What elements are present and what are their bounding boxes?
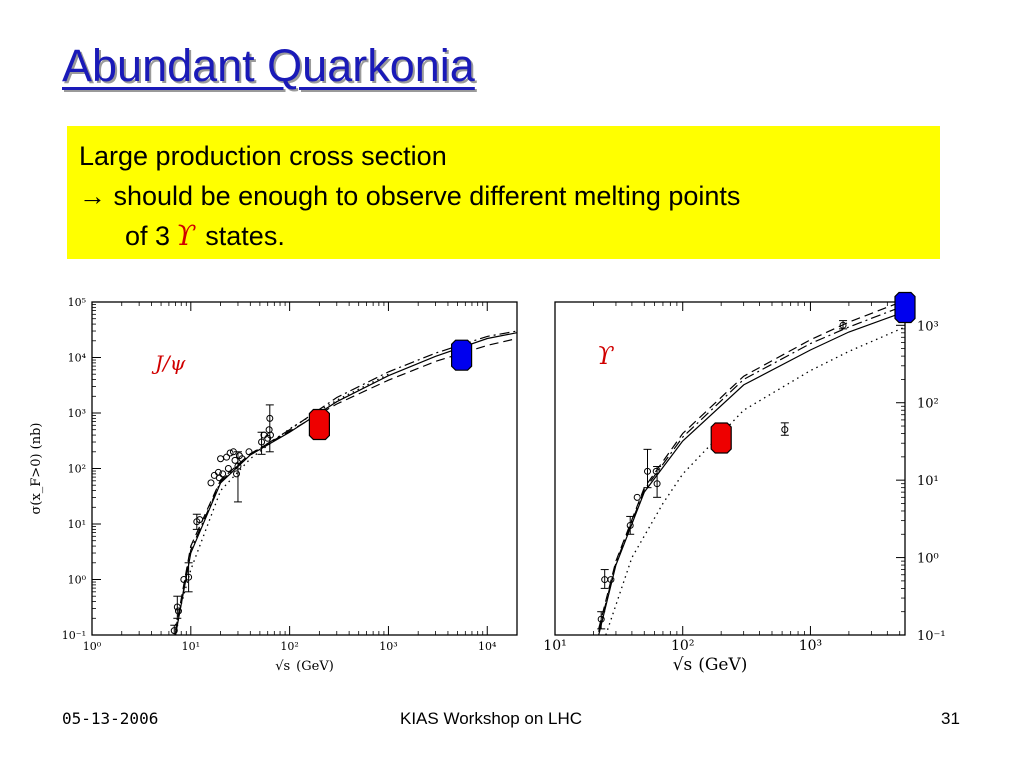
curve-dashdot (598, 304, 905, 632)
data-point (653, 480, 661, 488)
marker-rhic (710, 422, 732, 454)
data-point (223, 453, 231, 461)
x-tick-label: 10¹ (182, 640, 200, 653)
data-point (245, 448, 253, 456)
data-point (231, 456, 239, 464)
x-axis-label: √s (GeV) (673, 655, 748, 675)
y-tick-label: 10³ (68, 407, 86, 420)
data-point (626, 521, 634, 529)
y-tick-label: 10⁻¹ (917, 629, 946, 644)
curve-solid (598, 311, 905, 635)
y-axis-label: σ(x_F>0) (nb) (29, 422, 44, 514)
plot-panel-2: 10⁻¹ 10⁰ 10¹ 10² 10³ 10¹ 10² 10³ √s (GeV) ϒ (543, 291, 946, 675)
data-point (214, 468, 222, 476)
particle-label: J/ψ (151, 351, 186, 375)
data-point (238, 455, 246, 463)
y-tick-label: 10⁵ (68, 296, 86, 309)
data-point (652, 467, 660, 475)
data-point (224, 465, 232, 472)
data-point (781, 426, 789, 434)
data-point (266, 431, 274, 439)
x-axis-label-unit: (GeV) (296, 659, 334, 674)
marker-rhic (308, 408, 330, 441)
footer-page-number: 31 (941, 709, 960, 728)
data-point (258, 438, 266, 446)
data-point (196, 516, 204, 524)
y-tick-label: 10⁰ (68, 574, 87, 587)
data-point (234, 462, 242, 470)
data-point (229, 448, 237, 456)
marker-lhc (451, 339, 473, 371)
data-point (215, 474, 223, 482)
slide-title: Abundant Quarkonia (62, 40, 475, 91)
data-point (839, 321, 847, 329)
x-tick-label: 10¹ (543, 638, 566, 654)
curve-dashed (174, 337, 517, 631)
data-point (174, 607, 182, 615)
curve-dashdot (174, 330, 517, 635)
x-tick-label: 10³ (379, 640, 397, 653)
y-tick-label: 10¹ (68, 518, 86, 531)
upsilon-symbol: ϒ (176, 219, 196, 252)
plot-frame (554, 301, 906, 636)
callout-box: Large production cross section → should … (67, 126, 940, 259)
data-point (185, 573, 193, 581)
x-axis-label-sqrt-s: √s (673, 655, 693, 675)
y-tick-label: 10⁻¹ (62, 629, 86, 642)
x-axis-label: √s (GeV) (275, 659, 334, 674)
x-axis-label-sqrt-s: √s (275, 659, 290, 674)
y-tick-label: 10¹ (917, 474, 939, 489)
data-point (607, 576, 615, 584)
particle-label: ϒ (597, 342, 614, 370)
y-tick-label: 10⁴ (68, 352, 87, 365)
y-tick-label: 10² (917, 397, 939, 412)
y-tick-label: 10³ (917, 319, 939, 334)
data-point (217, 455, 225, 463)
x-axis-label-unit: (GeV) (698, 655, 747, 675)
callout-line-3-start: of 3 (125, 221, 171, 251)
x-tick-label: 10³ (799, 638, 822, 654)
data-point (233, 470, 241, 478)
curve-dashed (598, 302, 903, 630)
data-point (226, 449, 234, 457)
footer-event: KIAS Workshop on LHC (400, 709, 583, 728)
callout-line-2: → should be enough to observe different … (79, 181, 741, 211)
data-point (644, 467, 652, 475)
data-point (173, 603, 181, 611)
data-point (170, 627, 178, 635)
curve-solid (174, 332, 517, 635)
data-point (207, 479, 215, 487)
x-tick-label: 10² (280, 640, 298, 653)
footer-date: 05-13-2006 (62, 709, 159, 728)
marker-lhc (894, 291, 916, 324)
y-tick-label: 10² (68, 463, 86, 476)
y-tick-label: 10⁰ (917, 552, 939, 567)
data-point (597, 615, 605, 623)
x-tick-label: 10² (671, 638, 694, 654)
callout-line-1: Large production cross section (79, 141, 447, 171)
callout-line-3-end: states. (205, 221, 285, 251)
data-point (266, 414, 274, 422)
x-tick-label: 10⁰ (83, 640, 102, 653)
data-point (633, 493, 641, 501)
data-point (219, 470, 227, 478)
x-tick-label: 10⁴ (478, 640, 497, 653)
curve-dotted (174, 373, 389, 626)
